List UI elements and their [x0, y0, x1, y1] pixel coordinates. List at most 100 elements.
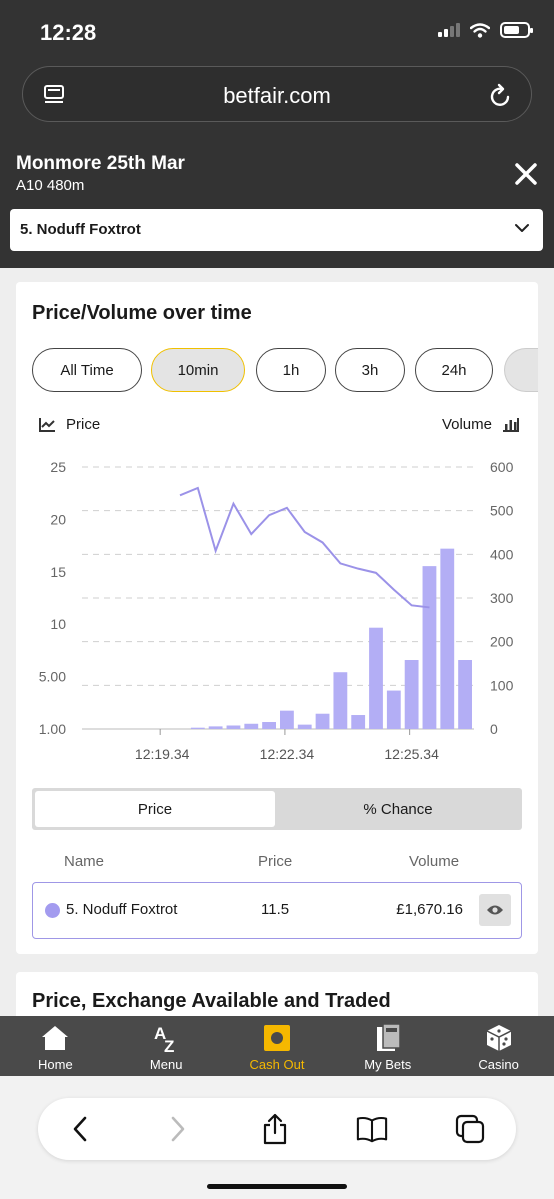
status-icons	[438, 22, 533, 38]
y-right-tick-label: 0	[490, 721, 498, 737]
y-left-tick-label: 20	[50, 511, 66, 527]
runner-volume: £1,670.16	[396, 901, 463, 918]
volume-bar	[440, 548, 455, 729]
my-bets-icon	[373, 1023, 403, 1053]
runner-name: 5. Noduff Foxtrot	[66, 901, 178, 918]
price-chance-toggle: Price % Chance	[32, 788, 522, 830]
runner-dropdown[interactable]: 5. Noduff Foxtrot	[10, 209, 543, 251]
svg-text:Z: Z	[164, 1037, 174, 1053]
dice-icon	[484, 1023, 514, 1053]
range-1h[interactable]: 1h	[256, 348, 326, 392]
az-icon: A Z	[151, 1023, 181, 1053]
volume-bar	[333, 672, 348, 729]
close-icon[interactable]	[514, 162, 538, 186]
volume-bar	[369, 627, 383, 729]
volume-bar	[422, 566, 437, 729]
range-24h[interactable]: 24h	[415, 348, 493, 392]
status-time: 12:28	[40, 20, 97, 45]
header-price: Price	[258, 853, 293, 870]
tabs-icon	[455, 1114, 485, 1144]
legend-volume: Volume	[442, 416, 520, 433]
share-button[interactable]	[259, 1113, 291, 1145]
runner-dropdown-value: 5. Noduff Foxtrot	[20, 221, 141, 238]
volume-bar	[351, 715, 366, 729]
x-tick-label: 12:22.34	[260, 746, 315, 762]
volume-bar	[280, 710, 294, 729]
y-left-tick-label: 10	[50, 616, 66, 632]
x-tick-label: 12:25.34	[384, 746, 439, 762]
header-volume: Volume	[409, 853, 460, 870]
card-title: Price/Volume over time	[32, 302, 252, 324]
x-tick-label: 12:19.34	[135, 746, 190, 762]
exchange-card-title: Price, Exchange Available and Traded	[32, 990, 391, 1012]
y-left-tick-label: 15	[50, 564, 66, 580]
price-volume-chart: 0 100 200 300 400 500 600 1.00 5.00 10 15 20 25 12:19…	[39, 459, 514, 762]
volume-bar	[244, 723, 259, 729]
volume-bar	[262, 722, 276, 729]
bar-chart-icon	[503, 417, 519, 432]
volume-bar	[226, 725, 241, 729]
nav-menu[interactable]: A Z Menu	[149, 1023, 183, 1072]
share-icon	[263, 1113, 287, 1145]
legend-price: Price	[38, 416, 100, 433]
volume-bar	[190, 727, 205, 729]
forward-button[interactable]	[162, 1113, 194, 1145]
reader-menu-icon[interactable]	[43, 84, 65, 106]
race-subtitle: A10 480m	[16, 177, 85, 194]
y-left-tick-label: 5.00	[39, 669, 66, 685]
volume-bar	[404, 660, 419, 729]
toggle-price[interactable]: Price	[35, 791, 275, 827]
line-chart-icon	[39, 417, 55, 432]
battery-icon	[500, 22, 533, 38]
header-name: Name	[64, 853, 105, 870]
cash-out-icon	[262, 1023, 292, 1053]
volume-bar	[315, 713, 330, 729]
browser-toolbar-pill	[38, 1098, 516, 1160]
race-title: Monmore 25th Mar	[16, 153, 185, 174]
nav-home[interactable]: Home	[0, 1016, 111, 1076]
visibility-toggle-button[interactable]	[479, 894, 511, 926]
y-right-tick-label: 600	[490, 459, 514, 475]
home-icon	[40, 1023, 70, 1053]
volume-bar	[208, 726, 223, 729]
range-10min[interactable]: 10min	[151, 348, 245, 392]
volume-bar	[297, 724, 312, 729]
volume-bar	[458, 660, 472, 729]
nav-my-bets[interactable]: My Bets	[332, 1016, 443, 1076]
y-right-tick-label: 300	[490, 590, 514, 606]
reload-icon[interactable]	[489, 82, 513, 108]
browser-toolbar	[0, 1076, 554, 1199]
toggle-chance[interactable]: % Chance	[363, 800, 433, 818]
series-color-dot	[45, 903, 60, 918]
bottom-navigation: Home A Z Menu Cash Out My Bets	[0, 1016, 554, 1076]
runner-row[interactable]: 5. Noduff Foxtrot 11.5 £1,670.16	[32, 882, 522, 939]
runner-price: 11.5	[261, 901, 290, 918]
range-all-time[interactable]: All Time	[32, 348, 142, 392]
nav-casino[interactable]: Casino	[443, 1016, 554, 1076]
price-line	[179, 486, 430, 609]
y-right-tick-label: 400	[490, 546, 514, 562]
y-left-tick-label: 25	[50, 459, 66, 475]
eye-icon	[487, 905, 503, 915]
volume-bar	[386, 690, 401, 729]
wifi-icon	[470, 22, 490, 38]
home-indicator	[207, 1184, 347, 1189]
chevron-down-icon	[515, 224, 529, 232]
y-right-tick-label: 200	[490, 634, 514, 650]
bookmarks-button[interactable]	[356, 1113, 388, 1145]
y-right-tick-label: 100	[490, 677, 514, 693]
chevron-right-icon	[171, 1116, 185, 1142]
top-header: 12:28 betfair.com Monmore 25th Mar A10 4…	[0, 0, 554, 268]
range-3h[interactable]: 3h	[335, 348, 405, 392]
svg-text:A: A	[154, 1024, 166, 1043]
chevron-left-icon	[73, 1116, 87, 1142]
book-icon	[356, 1116, 388, 1143]
tabs-button[interactable]	[454, 1113, 486, 1145]
cellular-signal-icon	[438, 23, 460, 37]
nav-cash-out[interactable]: Cash Out	[222, 1016, 333, 1076]
range-more[interactable]	[504, 348, 538, 392]
address-bar[interactable]: betfair.com	[22, 66, 532, 122]
price-volume-card: Price/Volume over time All Time 10min 1h…	[16, 282, 538, 954]
back-button[interactable]	[64, 1113, 96, 1145]
y-right-tick-label: 500	[490, 503, 514, 519]
